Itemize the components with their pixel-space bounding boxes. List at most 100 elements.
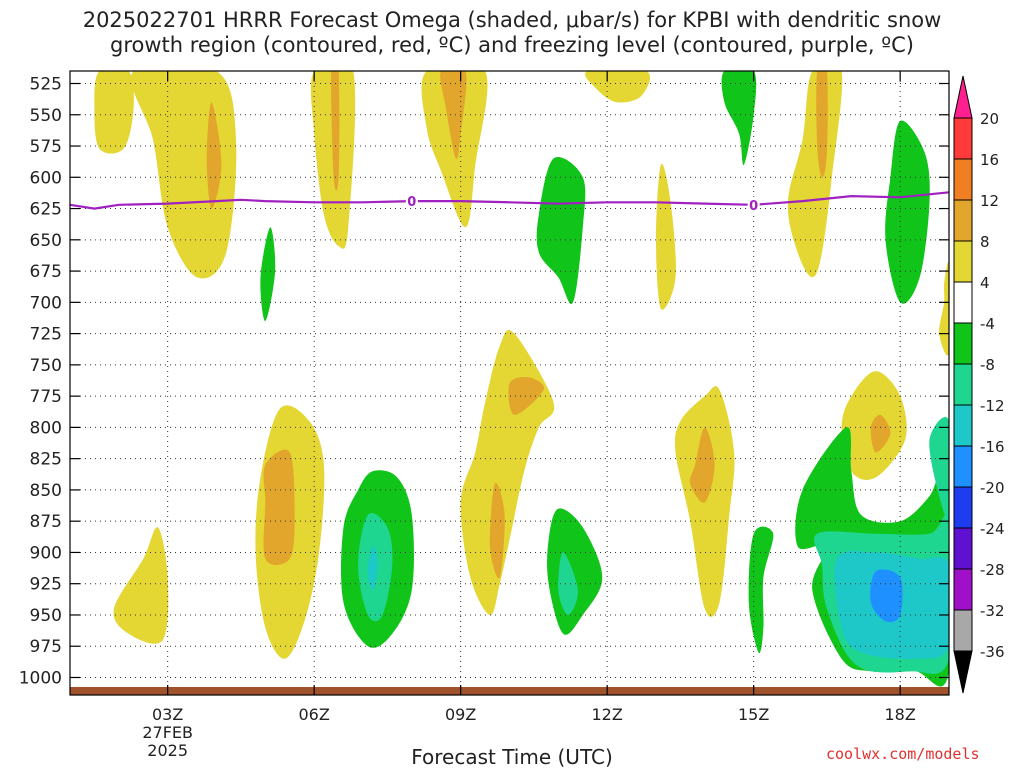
y-tick-label-750: 750 <box>30 356 62 376</box>
y-tick-label-575: 575 <box>30 137 62 157</box>
y-tick-label-650: 650 <box>30 231 62 251</box>
colorbar-label-0: 20 <box>980 110 999 128</box>
colorbar-box-1 <box>953 158 973 201</box>
colorbar-label-12: -32 <box>980 602 1005 620</box>
colorbar-box-7 <box>953 404 973 447</box>
omega-region-14 <box>885 120 930 304</box>
y-tick-label-775: 775 <box>30 387 62 407</box>
chart-title-line1: 2025022701 HRRR Forecast Omega (shaded, … <box>82 8 942 32</box>
omega-region-12 <box>721 71 757 165</box>
omega-region-24 <box>870 414 891 453</box>
omega-region-17 <box>263 449 295 565</box>
colorbar-box-4 <box>953 281 973 324</box>
omega-region-19 <box>508 377 545 415</box>
omega-region-25 <box>113 527 169 644</box>
y-tick-label-725: 725 <box>30 325 62 345</box>
omega-region-29 <box>547 508 603 635</box>
colorbar-box-8 <box>953 445 973 488</box>
y-tick-label-950: 950 <box>30 606 62 626</box>
freezing-level-line <box>70 191 949 210</box>
x-tick-label-09Z: 09Z <box>445 705 476 724</box>
colorbar-bottom-arrow <box>953 650 973 694</box>
omega-region-13 <box>536 156 586 305</box>
y-tick-label-900: 900 <box>30 543 62 563</box>
colorbar-box-5 <box>953 322 973 365</box>
omega-region-10 <box>656 163 676 310</box>
y-tick-label-975: 975 <box>30 637 62 657</box>
colorbar-box-2 <box>953 199 973 242</box>
x-tick-label-18Z: 18Z <box>885 705 916 724</box>
omega-region-28 <box>367 546 378 591</box>
y-tick-label-875: 875 <box>30 512 62 532</box>
y-tick-label-550: 550 <box>30 106 62 126</box>
surface-terrain-strip <box>70 687 949 695</box>
colorbar: 20 16 12 8 4 -4 -8 -12 -16 -20 -24 -28 -32 -36 <box>953 75 1005 694</box>
freezing-level-label-0: 0 <box>407 195 416 210</box>
colorbar-label-2: 12 <box>980 192 999 210</box>
y-tick-label-675: 675 <box>30 262 62 282</box>
x-tick-label-06Z: 06Z <box>299 705 330 724</box>
y-tick-label-700: 700 <box>30 293 62 313</box>
omega-region-0 <box>94 71 134 154</box>
x-tick-label-12Z: 12Z <box>592 705 623 724</box>
y-tick-label-625: 625 <box>30 200 62 220</box>
freezing-level-label-1: 0 <box>749 199 758 214</box>
omega-region-31 <box>748 526 774 654</box>
omega-region-11 <box>939 262 949 356</box>
colorbar-label-10: -24 <box>980 520 1005 538</box>
colorbar-label-3: 8 <box>980 233 990 251</box>
y-tick-label-800: 800 <box>30 418 62 438</box>
y-tick-label-525: 525 <box>30 75 62 95</box>
freezing-label-bg-0 <box>405 193 418 209</box>
colorbar-label-7: -12 <box>980 397 1005 415</box>
grid-lines <box>70 71 949 695</box>
y-tick-label-600: 600 <box>30 168 62 188</box>
colorbar-label-4: 4 <box>980 274 990 292</box>
colorbar-box-0 <box>953 117 973 160</box>
colorbar-label-9: -20 <box>980 479 1005 497</box>
source-credit: coolwx.com/models <box>826 745 980 763</box>
omega-region-22 <box>689 427 715 503</box>
x-date-label-0: 27FEB <box>142 723 193 742</box>
omega-region-35 <box>870 569 903 623</box>
pressure-axis: 525 550 575 600 625 650 675 700 725 750 775 800 825 8… <box>19 75 949 688</box>
plot-frame <box>69 70 950 696</box>
freezing-label-bg-1 <box>747 196 760 212</box>
omega-region-4 <box>331 71 340 191</box>
colorbar-label-6: -8 <box>980 356 995 374</box>
omega-region-8 <box>787 71 843 278</box>
chart-title-line2: growth region (contoured, red, ºC) and f… <box>110 33 914 57</box>
x-tick-label-15Z: 15Z <box>738 705 769 724</box>
colorbar-box-11 <box>953 568 973 611</box>
omega-shading <box>94 71 949 687</box>
omega-region-30 <box>558 552 578 615</box>
colorbar-label-5: -4 <box>980 315 995 333</box>
colorbar-box-9 <box>953 486 973 529</box>
colorbar-box-6 <box>953 363 973 406</box>
colorbar-label-8: -16 <box>980 438 1005 456</box>
y-tick-label-925: 925 <box>30 575 62 595</box>
omega-region-2 <box>206 102 222 209</box>
omega-region-9 <box>816 71 828 178</box>
colorbar-box-3 <box>953 240 973 283</box>
omega-region-15 <box>260 227 276 322</box>
x-date-label-1: 2025 <box>147 741 188 760</box>
colorbar-label-1: 16 <box>980 151 999 169</box>
y-tick-label-1000: 1000 <box>19 668 62 688</box>
omega-region-36 <box>929 417 949 520</box>
x-axis-title: Forecast Time (UTC) <box>411 745 613 769</box>
y-tick-label-850: 850 <box>30 481 62 501</box>
omega-region-6 <box>440 71 467 160</box>
colorbar-top-arrow <box>953 75 973 119</box>
colorbar-label-13: -36 <box>980 643 1005 661</box>
omega-region-7 <box>585 71 650 103</box>
colorbar-label-11: -28 <box>980 561 1005 579</box>
x-tick-label-03Z: 03Z <box>152 705 183 724</box>
y-tick-label-825: 825 <box>30 450 62 470</box>
colorbar-box-10 <box>953 527 973 570</box>
omega-region-20 <box>489 482 505 579</box>
colorbar-box-12 <box>953 609 973 652</box>
